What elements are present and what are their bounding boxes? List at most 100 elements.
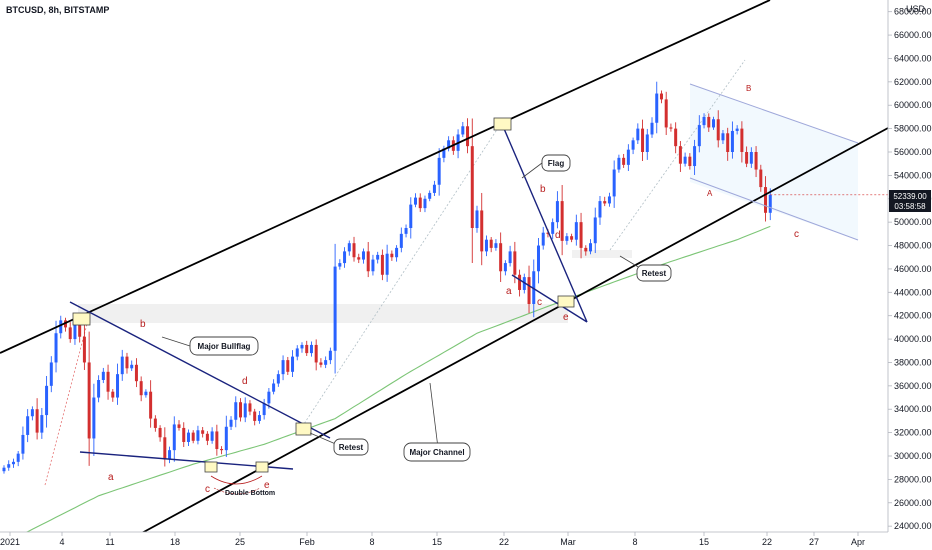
pointer-retest-2 [619,255,641,269]
callout-channel: Major Channel [409,448,464,457]
candle [466,118,470,154]
candle-body [319,362,323,365]
candle [603,196,607,207]
y-tick-label: 54000.00 [894,170,932,180]
marker-box-2 [493,117,512,131]
desc-channel-lower [689,177,859,241]
candle-body [480,210,484,252]
y-tick-label: 40000.00 [894,334,932,344]
candle [541,226,545,250]
candle [735,125,739,135]
candle [49,356,53,393]
candle-body [645,134,649,152]
candle-body [40,415,44,433]
candle [338,259,342,270]
annotation-c-2: c [537,297,542,308]
candle-body [234,402,238,420]
candle-body [745,152,749,164]
candle-body [21,434,25,454]
candle [163,427,167,467]
countdown-value: 03:58:58 [894,202,926,211]
annotation-B: B [746,84,751,93]
y-axis-background [888,0,932,550]
candle [328,347,332,365]
candle-body [220,448,224,451]
candle [343,247,347,268]
candle-body [30,409,34,417]
candle-body [527,277,531,304]
marker-box-3 [295,422,312,436]
candle [248,400,252,416]
candle [726,127,730,161]
candle [7,460,11,471]
candle-body [163,437,167,460]
candle [593,207,597,254]
candle [518,269,522,297]
candle-body [172,424,176,451]
candle-body [130,364,134,369]
y-axis[interactable]: 24000.00 26000.00 28000.00 30000.00 32000.00… [887,0,932,550]
candle [139,376,143,402]
candle [376,251,380,264]
marker-box-5 [255,461,269,473]
candle [309,341,313,357]
candle-body [489,239,493,248]
candle-body [158,427,162,438]
candle [357,253,361,264]
candle [461,121,465,138]
candle-body [475,210,479,228]
annotation-d-2: d [555,230,561,241]
candle-body [149,391,153,419]
candle [333,243,337,374]
candle [565,233,569,245]
candle [220,446,224,455]
candle-body [716,119,720,141]
x-axis[interactable]: 2021 4 11 18 25 Feb 8 15 22 Mar 8 15 22 27 Apr [0,531,932,550]
double-bottom-arc [210,475,263,485]
y-tick-label: 32000.00 [894,428,932,438]
x-tick-label: 22 [499,537,509,547]
candle-body [414,197,418,205]
y-tick-label: 48000.00 [894,241,932,251]
candle [59,315,63,339]
candle-body [357,257,361,260]
candle-body [78,323,82,337]
candle [158,425,162,442]
candle-body [116,374,120,398]
candle [484,235,488,257]
candle-body [532,271,536,304]
candle [598,195,602,225]
candle [68,322,72,343]
candle [589,239,593,255]
candle [234,396,238,428]
candle [536,238,540,284]
candle-body [626,149,630,165]
candle-body [300,344,304,349]
candle-body [442,148,446,158]
candle-body [541,232,545,246]
candle [622,153,626,168]
candle-body [111,391,115,398]
candle [153,415,157,432]
candle [664,91,668,136]
candle [380,249,384,281]
candle [641,119,645,161]
candle-body [59,320,63,334]
candle [499,232,503,282]
candle [35,398,39,440]
candle-body [418,197,422,209]
candle-body [423,198,427,209]
candle-body [134,364,138,382]
candle-body [224,426,228,451]
y-tick-label: 62000.00 [894,77,932,87]
candle-body [101,371,105,380]
annotation-b-1: b [140,319,146,330]
x-tick-label: 8 [632,537,637,547]
candle [494,239,498,251]
candle-body [380,254,384,275]
candle [229,416,233,431]
marker-box-6 [557,295,575,308]
candle [300,342,304,353]
candle [721,130,725,144]
